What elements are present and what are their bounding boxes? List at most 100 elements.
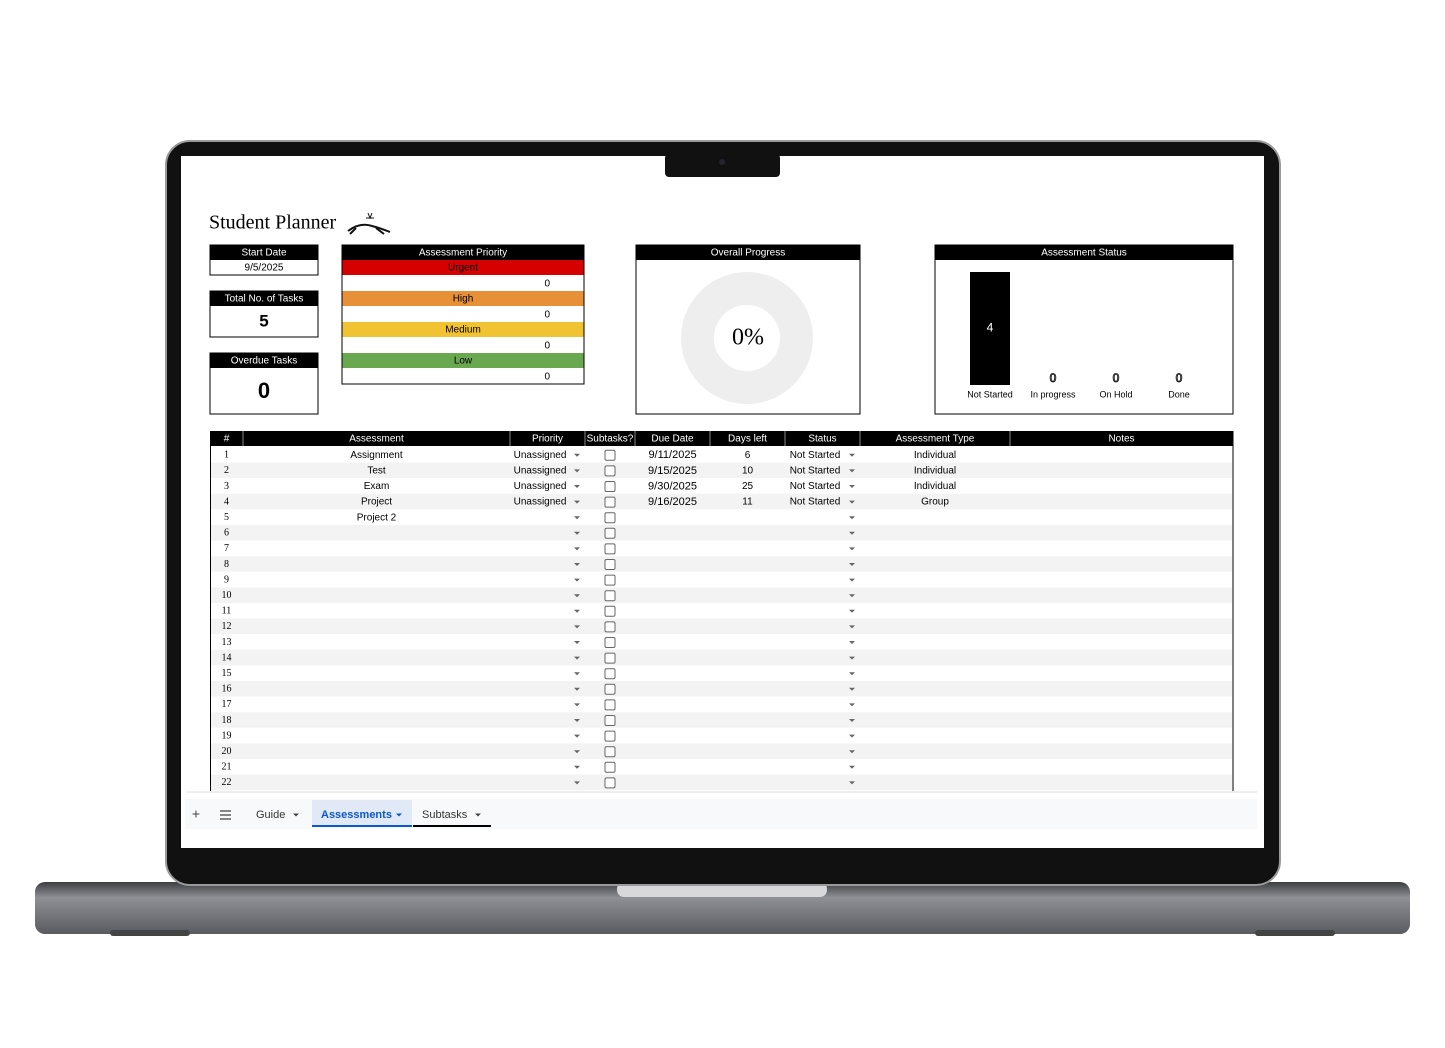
table-row (211, 634, 1232, 650)
sheet-menu[interactable] (220, 810, 231, 820)
dropdown-arrow[interactable] (574, 781, 580, 785)
checkbox[interactable] (604, 652, 616, 664)
checkbox[interactable] (604, 621, 616, 633)
dropdown-arrow[interactable] (574, 453, 580, 457)
table-row (211, 603, 1232, 619)
dropdown-arrow[interactable] (849, 500, 855, 504)
checkbox[interactable] (604, 637, 616, 648)
table-row (211, 493, 1232, 510)
dropdown-arrow[interactable] (574, 625, 580, 629)
laptop-base (35, 882, 1410, 934)
dropdown-arrow[interactable] (849, 750, 855, 754)
dropdown-arrow[interactable] (574, 609, 580, 613)
card-value: 9/5/2025 (245, 263, 284, 274)
dropdown-arrow[interactable] (849, 656, 855, 660)
dropdown-arrow[interactable] (574, 547, 580, 551)
checkbox[interactable] (604, 715, 616, 726)
checkbox[interactable] (604, 605, 616, 617)
table-row (211, 727, 1232, 744)
dropdown-arrow[interactable] (849, 765, 855, 769)
dropdown-arrow[interactable] (849, 625, 855, 629)
dropdown-arrow[interactable] (574, 531, 580, 535)
checkbox[interactable] (604, 543, 616, 555)
dropdown-arrow[interactable] (849, 609, 855, 613)
dropdown-arrow[interactable] (849, 594, 855, 598)
dropdown-arrow[interactable] (574, 578, 580, 582)
cell: Assignment (350, 450, 402, 461)
dropdown-arrow[interactable] (849, 578, 855, 582)
checkbox[interactable] (604, 496, 616, 508)
checkbox[interactable] (604, 668, 616, 680)
dropdown-arrow[interactable] (574, 500, 580, 504)
dropdown-arrow[interactable] (849, 641, 855, 644)
cell: 22 (222, 777, 232, 788)
dropdown-arrow[interactable] (849, 719, 855, 722)
dropdown-arrow[interactable] (574, 469, 580, 473)
x-tick-label: Not Started (967, 389, 1013, 399)
checkbox[interactable] (604, 777, 616, 789)
dropdown-arrow[interactable] (574, 750, 580, 754)
tab-menu-arrow[interactable] (475, 813, 481, 817)
dropdown-arrow[interactable] (574, 672, 580, 676)
dropdown-arrow[interactable] (574, 656, 580, 660)
checkbox[interactable] (604, 512, 616, 524)
dropdown-arrow[interactable] (574, 734, 580, 738)
dropdown-arrow[interactable] (574, 641, 580, 644)
sheet-tab[interactable]: Guide (256, 809, 285, 821)
dropdown-arrow[interactable] (849, 781, 855, 785)
checkbox[interactable] (604, 746, 616, 758)
checkbox[interactable] (604, 449, 616, 461)
panel-title: Overall Progress (711, 248, 785, 259)
checkbox[interactable] (604, 559, 616, 570)
dropdown-arrow[interactable] (574, 594, 580, 598)
dropdown-arrow[interactable] (574, 687, 580, 691)
card-header (210, 353, 318, 368)
dropdown-arrow[interactable] (849, 703, 855, 707)
donut (681, 272, 813, 404)
dropdown-arrow[interactable] (849, 516, 855, 520)
checkbox[interactable] (604, 481, 616, 492)
dropdown-arrow[interactable] (849, 485, 855, 488)
checkbox[interactable] (604, 465, 616, 477)
dropdown-arrow[interactable] (849, 734, 855, 738)
dropdown-arrow[interactable] (574, 719, 580, 722)
checkbox[interactable] (604, 590, 616, 602)
sheet-tab[interactable]: Subtasks (422, 809, 468, 821)
dropdown-arrow[interactable] (849, 547, 855, 551)
priority-band (342, 260, 584, 275)
table-row (211, 774, 1232, 791)
dropdown-arrow[interactable] (574, 516, 580, 520)
cell: Unassigned (514, 497, 567, 508)
cell: 25 (742, 481, 754, 492)
tab-menu-arrow[interactable] (396, 813, 402, 817)
checkbox[interactable] (604, 527, 616, 539)
checkbox[interactable] (604, 574, 616, 586)
dropdown-arrow[interactable] (849, 563, 855, 566)
priority-band (342, 353, 584, 368)
checkbox[interactable] (604, 683, 616, 695)
sheet-tab[interactable]: Assessments (321, 809, 392, 821)
dropdown-arrow[interactable] (849, 531, 855, 535)
card-label: Start Date (241, 248, 286, 259)
dropdown-arrow[interactable] (849, 469, 855, 473)
cell: Unassigned (514, 450, 567, 461)
tab-menu-arrow[interactable] (293, 813, 299, 817)
card-value: 5 (259, 311, 268, 330)
checkbox[interactable] (604, 761, 616, 773)
cell: Exam (364, 481, 390, 492)
dropdown-arrow[interactable] (849, 687, 855, 691)
dropdown-arrow[interactable] (574, 703, 580, 707)
camera-notch (665, 154, 780, 177)
dropdown-arrow[interactable] (849, 453, 855, 457)
checkbox[interactable] (604, 730, 616, 742)
cell: 9/11/2025 (648, 449, 696, 461)
dropdown-arrow[interactable] (574, 485, 580, 488)
cell: 3 (224, 481, 229, 492)
add-sheet[interactable]: + (192, 806, 200, 822)
column-header: Days left (728, 434, 767, 445)
dropdown-arrow[interactable] (574, 563, 580, 566)
table-row (211, 571, 1232, 588)
dropdown-arrow[interactable] (849, 672, 855, 676)
checkbox[interactable] (604, 699, 616, 711)
dropdown-arrow[interactable] (574, 765, 580, 769)
